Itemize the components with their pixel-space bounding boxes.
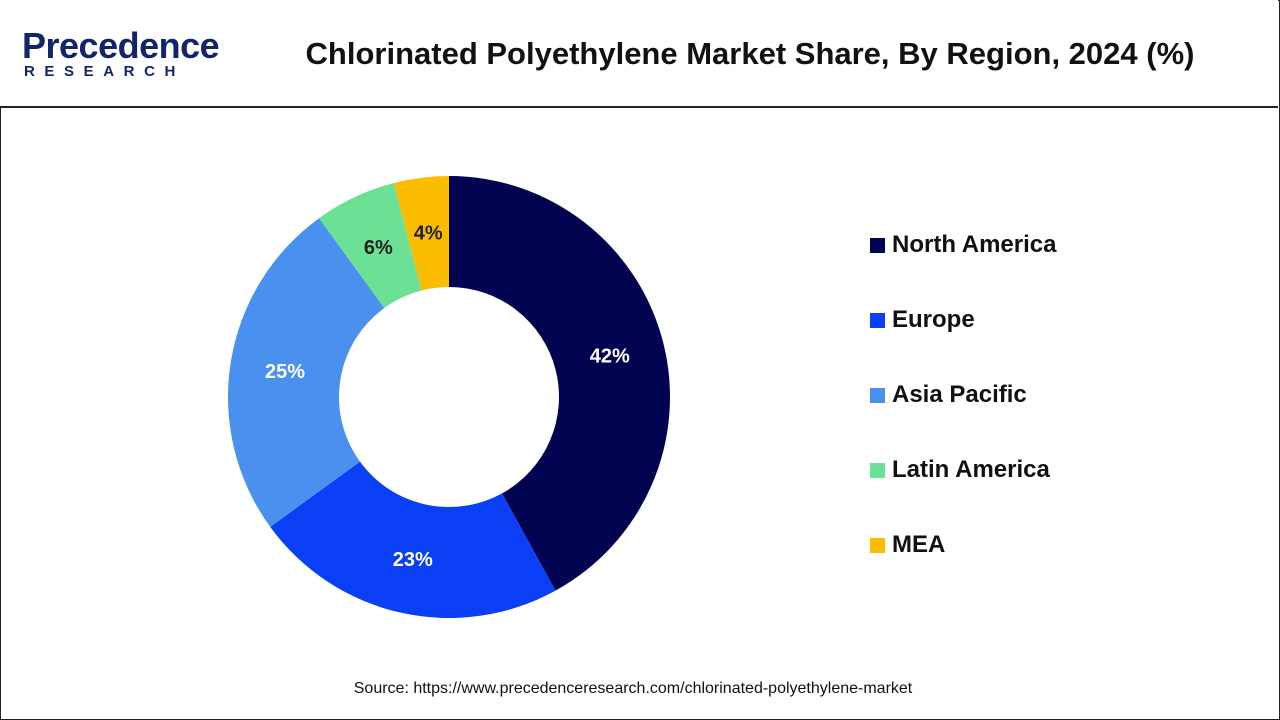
slice-label-north-america: 42%: [590, 346, 630, 368]
legend-label: Asia Pacific: [892, 381, 1027, 408]
donut-slice-north-america[interactable]: [449, 176, 671, 591]
legend-label: Latin America: [892, 456, 1050, 483]
legend-swatch: [870, 313, 885, 328]
legend-item-europe[interactable]: Europe: [870, 305, 1200, 335]
legend-label: North America: [892, 231, 1057, 258]
donut-slice-europe[interactable]: [270, 461, 556, 618]
legend-swatch: [870, 388, 885, 403]
slice-label-mea: 4%: [414, 222, 443, 244]
donut-slice-latin-america[interactable]: [319, 182, 422, 309]
legend-swatch: [870, 538, 885, 553]
legend-item-latin-america[interactable]: Latin America: [870, 455, 1200, 485]
legend-label: MEA: [892, 531, 946, 558]
legend-item-north-america[interactable]: North America: [870, 230, 1200, 260]
slice-label-latin-america: 6%: [364, 237, 393, 259]
slice-label-asia-pacific: 25%: [265, 361, 305, 383]
chart-title: Chlorinated Polyethylene Market Share, B…: [305, 36, 1195, 71]
legend-item-asia-pacific[interactable]: Asia Pacific: [870, 380, 1200, 410]
source-note: Source: https://www.precedenceresearch.c…: [353, 680, 913, 697]
donut-slice-asia-pacific[interactable]: [228, 218, 385, 527]
donut-slice-mea[interactable]: [394, 176, 449, 291]
logo-wordmark: Precedence: [22, 25, 220, 66]
legend-swatch: [870, 463, 885, 478]
slice-label-europe: 23%: [393, 549, 433, 571]
brand-logo[interactable]: Precedence RESEARCH: [22, 26, 220, 86]
legend-swatch: [870, 238, 885, 253]
legend-item-mea[interactable]: MEA: [870, 530, 1200, 560]
logo-subtitle: RESEARCH: [24, 63, 185, 80]
header: Precedence RESEARCH Chlorinated Polyethy…: [0, 0, 1278, 108]
legend-label: Europe: [892, 306, 975, 333]
